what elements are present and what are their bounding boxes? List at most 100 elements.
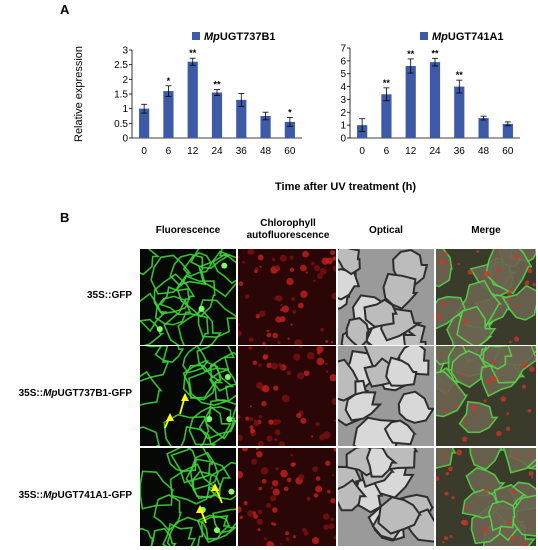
chloroplast <box>491 360 496 365</box>
row-label-suffix: UGT741A1-GFP <box>57 490 132 501</box>
cell-outline <box>189 249 232 269</box>
bar <box>429 62 441 139</box>
chloroplast <box>286 277 294 286</box>
chloroplast <box>527 268 533 274</box>
chloroplast <box>238 255 240 259</box>
chloroplast <box>253 514 259 519</box>
chloroplast <box>313 264 321 272</box>
chart-mpugt737b1: 0 0.5 1 1.5 2 2.5 3 0 * 6 ** 12 ** 24 36 48 * 60 MpUGT737B… <box>73 31 302 157</box>
chloroplast <box>247 249 255 256</box>
bar <box>478 118 489 138</box>
legend-swatch <box>420 32 428 40</box>
cell-outline <box>150 527 177 546</box>
chloroplast <box>278 441 286 446</box>
arrow-head-icon <box>211 483 219 491</box>
chloroplast <box>477 412 480 415</box>
nucleus <box>206 416 213 423</box>
cell-shape <box>344 391 383 422</box>
cell-shape <box>363 298 398 328</box>
chloroplast <box>333 535 336 540</box>
cell-outline <box>205 399 236 440</box>
cell-outline <box>196 514 236 544</box>
chloroplast <box>483 488 489 493</box>
chloroplast <box>330 517 334 522</box>
cell-outline <box>485 249 533 295</box>
chloroplast <box>506 426 511 431</box>
chloroplast <box>531 522 534 525</box>
chloroplast <box>482 526 488 533</box>
arrow-head-icon <box>181 393 189 401</box>
chloroplast <box>315 485 323 493</box>
chloroplast <box>489 390 492 393</box>
chloroplast <box>313 279 316 283</box>
chloroplast <box>333 501 336 504</box>
chloroplast <box>302 527 307 533</box>
chloroplast <box>248 346 253 350</box>
chloroplast <box>279 365 284 370</box>
column-header-chlorophyll: Chlorophyll autofluorescence <box>246 218 330 241</box>
chloroplast <box>311 537 320 545</box>
bar <box>502 123 513 138</box>
chloroplast <box>262 385 270 393</box>
chloroplast <box>238 281 244 287</box>
chloroplast <box>277 340 281 345</box>
chloroplast <box>287 337 290 340</box>
chloroplast <box>442 454 446 459</box>
chloroplast <box>248 337 254 343</box>
x-tick-label: 60 <box>284 146 296 157</box>
significance-label: * <box>288 107 292 117</box>
chloroplast <box>449 535 453 539</box>
chloroplast <box>249 405 252 408</box>
cell-outline <box>169 463 218 505</box>
y-tick-label: 0 <box>340 134 346 145</box>
chloroplast <box>274 264 280 270</box>
chloroplast <box>261 478 267 484</box>
chloroplast <box>496 249 500 252</box>
chloroplast <box>293 353 301 361</box>
chloroplast <box>276 419 281 424</box>
micrograph-tile <box>436 346 536 446</box>
chloroplast <box>258 415 262 419</box>
micrograph-tile <box>436 249 536 345</box>
cell-outline <box>188 405 232 446</box>
chloroplast <box>514 336 520 342</box>
chloroplast <box>239 515 243 520</box>
micrograph-tile <box>238 249 336 345</box>
cell-outline <box>198 406 236 440</box>
chloroplast <box>471 404 478 411</box>
chloroplast <box>298 473 305 481</box>
x-tick-label: 48 <box>478 146 490 157</box>
nucleus <box>221 262 228 269</box>
chloroplast <box>332 256 336 261</box>
chloroplast <box>460 519 466 525</box>
chloroplast <box>330 341 334 344</box>
column-header-optical: Optical <box>369 225 403 236</box>
chloroplast <box>273 385 279 391</box>
chloroplast <box>509 340 512 344</box>
chloroplast <box>464 505 469 510</box>
chloroplast <box>292 462 296 466</box>
chloroplast <box>290 323 293 326</box>
chloroplast <box>279 254 287 262</box>
chloroplast <box>311 435 314 438</box>
cell-outline <box>182 364 224 401</box>
significance-label: * <box>167 76 171 86</box>
chloroplast <box>325 370 329 373</box>
chloroplast <box>275 467 279 471</box>
chloroplast <box>300 290 308 298</box>
chloroplast <box>312 466 319 473</box>
cell-outline <box>502 448 536 474</box>
chloroplast <box>496 276 499 280</box>
chloroplast <box>331 292 336 300</box>
row-label-prefix: 35S:: <box>18 388 44 399</box>
y-axis-label: Relative expression <box>73 46 85 142</box>
chloroplast <box>297 372 305 380</box>
chloroplast <box>454 403 458 407</box>
chloroplast <box>253 419 257 423</box>
chloroplast <box>299 346 303 348</box>
cell-shape <box>345 317 371 345</box>
micrograph-tile <box>140 448 236 546</box>
chloroplast <box>241 448 249 452</box>
chloroplast <box>243 501 248 506</box>
cell-shape <box>385 356 418 387</box>
